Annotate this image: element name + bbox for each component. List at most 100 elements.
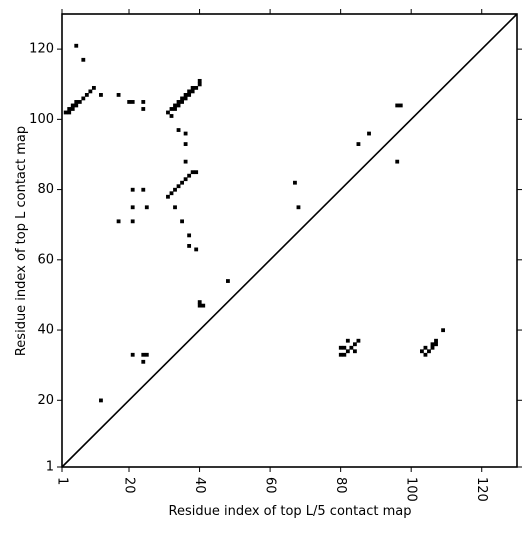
contact-cell-upper	[194, 247, 199, 252]
x-tick-label: 120	[474, 477, 489, 502]
contact-cell-upper	[169, 114, 174, 118]
contact-cell-upper	[173, 205, 177, 210]
contact-cell-upper	[183, 159, 188, 164]
contact-cell-upper	[130, 219, 135, 224]
contact-cell-upper	[183, 177, 188, 182]
contact-cell-lower	[423, 352, 428, 357]
x-tick-label: 80	[333, 477, 348, 494]
contact-cell-upper	[197, 300, 202, 305]
contact-cell-upper	[67, 107, 72, 111]
contact-cell-upper	[190, 85, 195, 90]
contact-cell-upper	[173, 107, 177, 111]
x-tick-label: 40	[192, 477, 207, 494]
contact-cell-upper	[176, 184, 181, 189]
contact-cell-upper	[180, 100, 184, 104]
contact-cell-upper	[91, 85, 96, 90]
contact-cell-upper	[180, 219, 184, 224]
contact-cell-lower	[352, 349, 357, 354]
contact-cell-upper	[116, 93, 121, 97]
contact-cell-upper	[99, 93, 103, 97]
contact-cell-upper	[84, 93, 89, 97]
contact-cell-upper	[183, 142, 188, 146]
contact-cell-lower	[420, 349, 424, 354]
contact-cell-lower	[144, 352, 149, 357]
contact-cell-upper	[88, 89, 93, 94]
contact-cell-upper	[187, 89, 192, 94]
contact-cell-lower	[423, 345, 428, 350]
contact-cell-upper	[74, 100, 79, 104]
contact-cell-upper	[141, 100, 146, 104]
y-tick-label: 120	[29, 42, 54, 57]
contact-cell-upper	[296, 205, 301, 210]
x-tick-label: 60	[263, 477, 278, 494]
contact-cell-upper	[141, 187, 146, 192]
contact-cell-upper	[81, 96, 86, 101]
contact-cell-lower	[434, 338, 438, 343]
contact-cell-lower	[338, 352, 343, 357]
contact-cell-upper	[77, 100, 82, 104]
contact-cell-lower	[349, 345, 354, 350]
diagonal-line	[61, 13, 518, 468]
contact-cell-lower	[130, 352, 135, 357]
contact-cell-upper	[293, 180, 297, 185]
contact-cell-upper	[169, 191, 174, 196]
contact-cell-upper	[183, 93, 188, 97]
contact-cell-upper	[173, 187, 177, 192]
y-axis-title: Residue index of top L contact map	[14, 126, 29, 356]
contact-cell-upper	[127, 100, 132, 104]
contact-cell-upper	[194, 85, 199, 90]
contact-cell-upper	[166, 194, 170, 199]
contact-cell-upper	[176, 128, 181, 132]
contact-cell-upper	[74, 43, 79, 48]
contact-cell-lower	[430, 342, 435, 347]
y-tick-label: 80	[37, 182, 54, 197]
contact-cell-upper	[130, 205, 135, 210]
contact-cell-upper	[176, 103, 181, 108]
contact-cell-upper	[356, 142, 361, 146]
contact-cell-lower	[352, 342, 357, 347]
contact-cell-upper	[116, 219, 121, 224]
contact-cell-lower	[430, 345, 435, 350]
contact-cell-upper	[183, 96, 188, 101]
contact-cell-lower	[338, 345, 343, 350]
contact-cell-upper	[187, 244, 192, 248]
y-tick-label: 1	[46, 460, 54, 475]
contact-cell-upper	[187, 233, 192, 238]
contact-cell-lower	[356, 338, 361, 343]
contact-cell-lower	[342, 345, 347, 350]
contact-cell-upper	[190, 170, 195, 175]
contact-cell-lower	[141, 359, 146, 364]
contact-cell-upper	[74, 103, 79, 108]
plot-frame	[61, 13, 518, 468]
contact-cell-upper	[63, 110, 68, 115]
contact-cell-upper	[197, 303, 202, 308]
x-axis: 1 20 40 60 80 100 120	[55, 9, 489, 502]
x-axis-title: Residue index of top L/5 contact map	[169, 504, 412, 519]
contact-cells	[63, 43, 445, 403]
contact-cell-upper	[226, 279, 230, 283]
contact-cell-upper	[70, 107, 75, 111]
y-tick-label: 100	[29, 112, 54, 127]
contact-cell-upper	[130, 187, 135, 192]
contact-cell-lower	[141, 352, 146, 357]
contact-cell-lower	[345, 349, 350, 354]
contact-cell-upper	[187, 93, 192, 97]
x-tick-label: 1	[55, 477, 70, 485]
contact-cell-upper	[395, 103, 400, 108]
contact-cell-upper	[130, 100, 135, 104]
contact-cell-upper	[197, 82, 202, 87]
contact-cell-upper	[169, 107, 174, 111]
contact-cell-lower	[345, 338, 350, 343]
contact-cell-upper	[70, 103, 75, 108]
y-tick-label: 60	[37, 252, 54, 267]
contact-cell-lower	[427, 349, 431, 354]
contact-cell-upper	[197, 78, 202, 83]
contact-cell-upper	[367, 131, 371, 136]
contact-cell-upper	[180, 180, 184, 185]
contact-cell-upper	[395, 159, 400, 164]
contact-cell-upper	[180, 96, 184, 101]
contact-cell-upper	[183, 131, 188, 136]
x-tick-label: 100	[404, 477, 419, 502]
